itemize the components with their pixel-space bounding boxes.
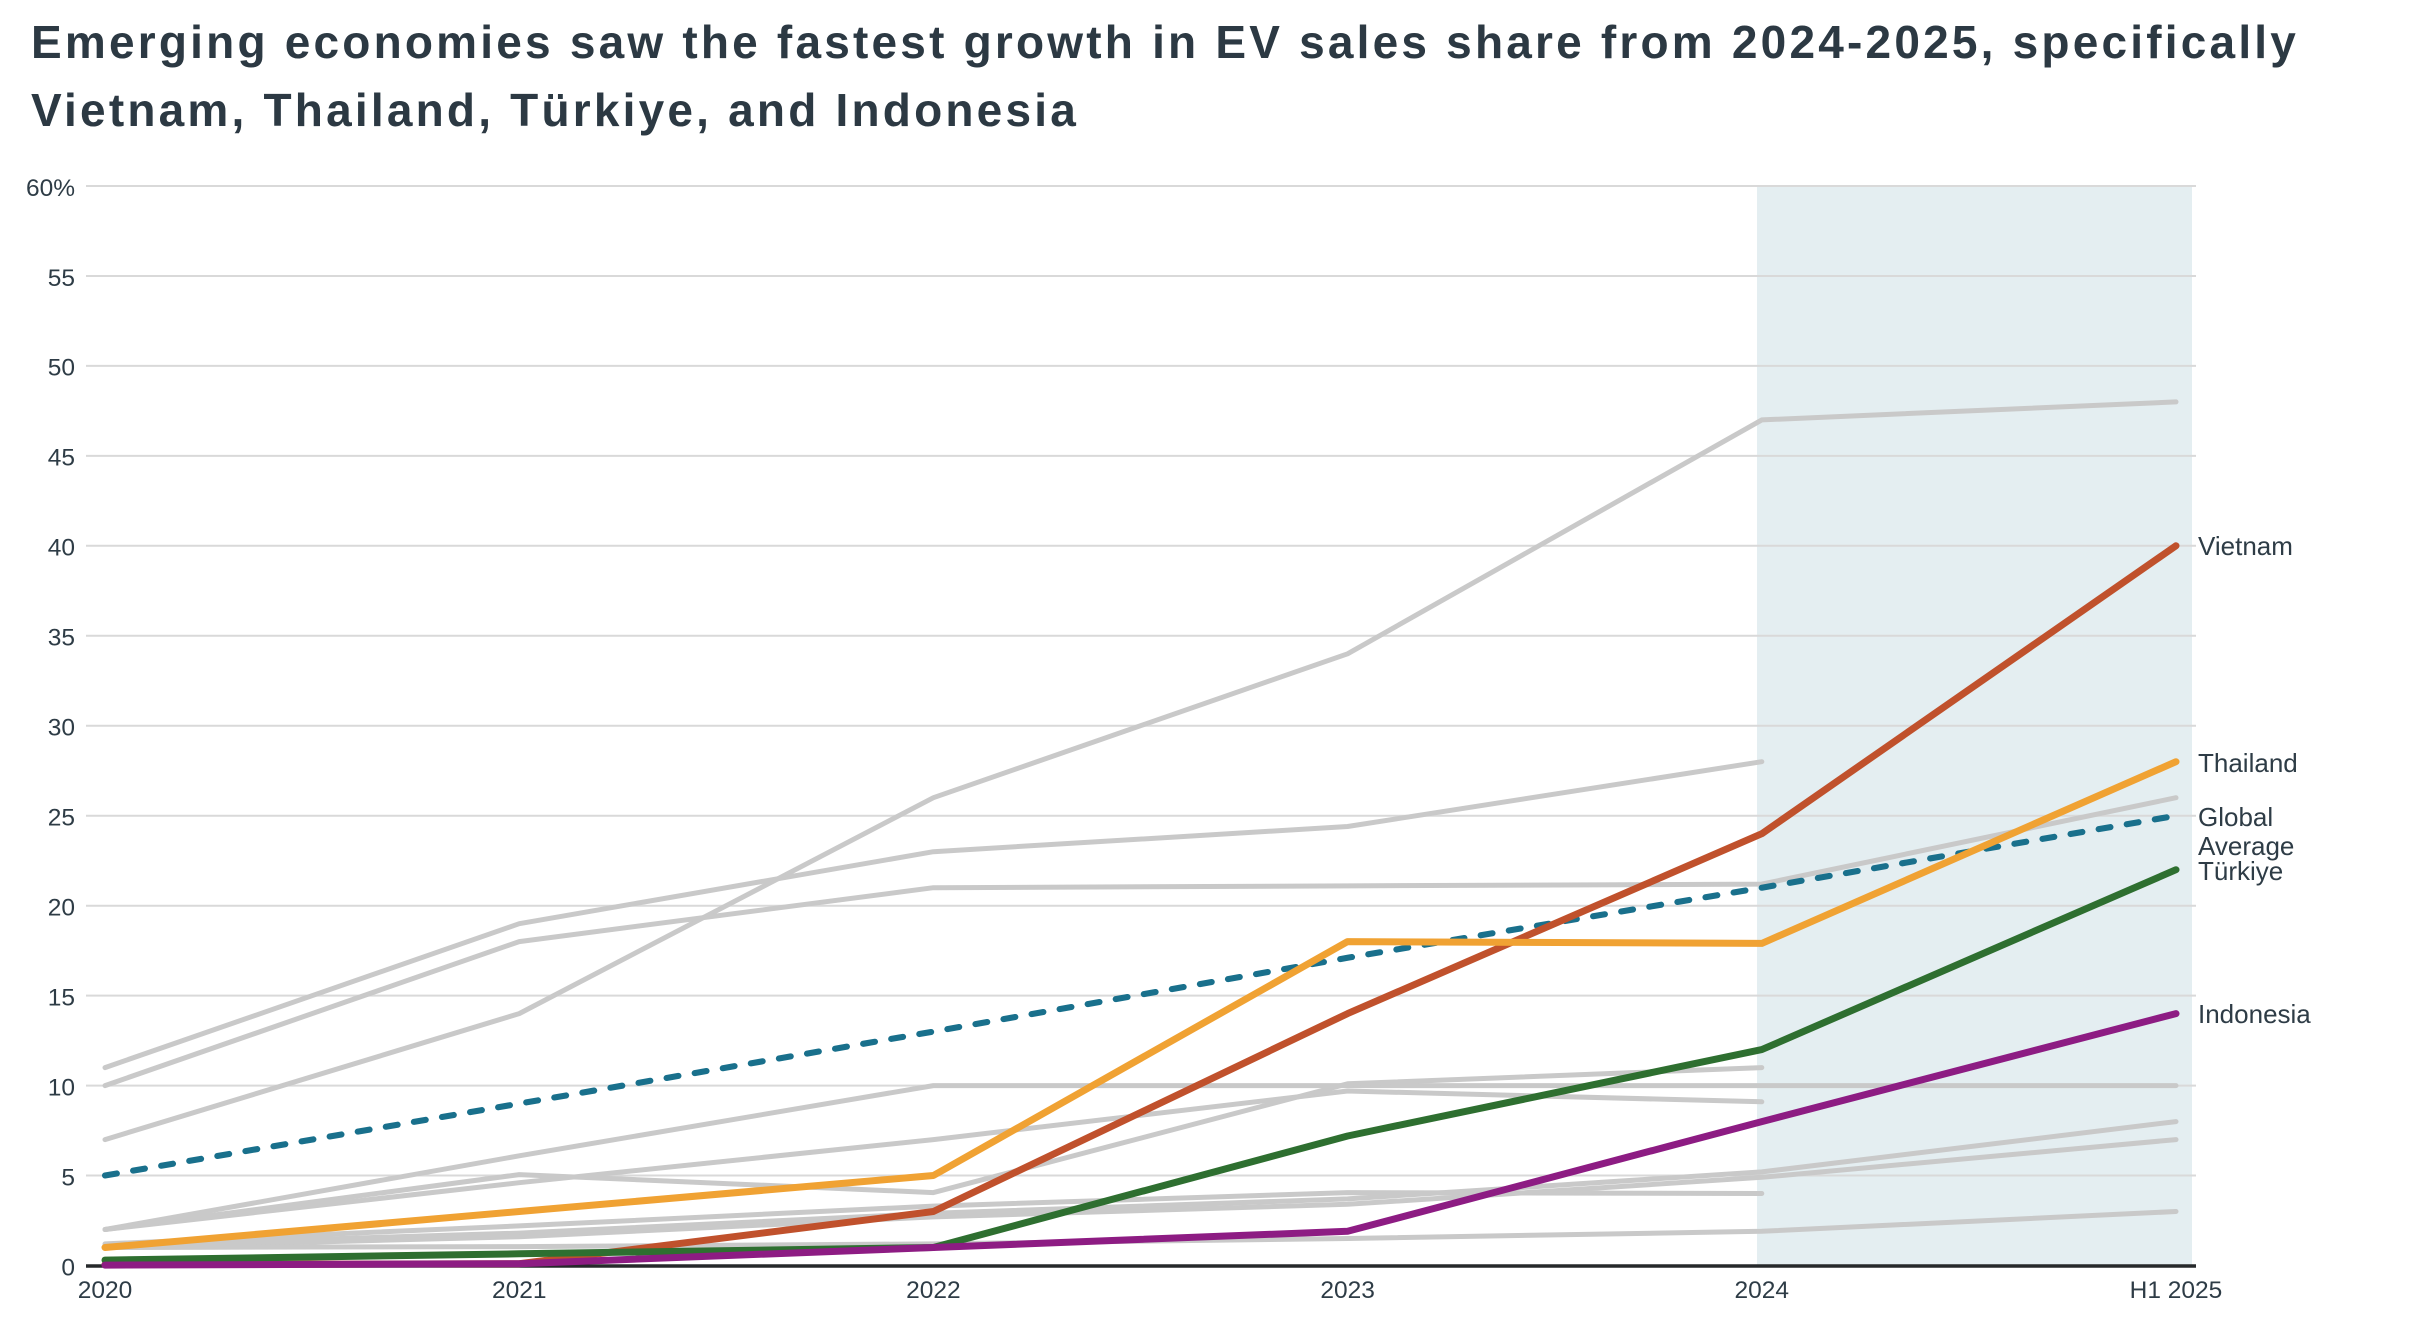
svg-text:2020: 2020 bbox=[78, 1277, 133, 1304]
svg-text:25: 25 bbox=[48, 805, 75, 832]
svg-text:45: 45 bbox=[48, 445, 75, 472]
svg-text:Vietnam: Vietnam bbox=[2198, 531, 2293, 561]
svg-text:2023: 2023 bbox=[1320, 1277, 1375, 1304]
svg-text:H1 2025: H1 2025 bbox=[2130, 1277, 2223, 1304]
svg-text:30: 30 bbox=[48, 715, 75, 742]
svg-text:2022: 2022 bbox=[906, 1277, 961, 1304]
svg-text:50: 50 bbox=[48, 355, 75, 382]
svg-text:20: 20 bbox=[48, 895, 75, 922]
svg-text:15: 15 bbox=[48, 984, 75, 1011]
svg-text:2021: 2021 bbox=[492, 1277, 547, 1304]
svg-text:Thailand: Thailand bbox=[2198, 748, 2298, 778]
svg-text:Indonesia: Indonesia bbox=[2198, 999, 2311, 1029]
svg-text:5: 5 bbox=[61, 1164, 75, 1191]
svg-text:10: 10 bbox=[48, 1074, 75, 1101]
svg-text:60%: 60% bbox=[26, 175, 75, 202]
svg-text:Average: Average bbox=[2198, 831, 2294, 861]
svg-text:55: 55 bbox=[48, 265, 75, 292]
svg-text:Türkiye: Türkiye bbox=[2198, 856, 2283, 886]
svg-text:0: 0 bbox=[61, 1254, 75, 1281]
svg-text:40: 40 bbox=[48, 535, 75, 562]
svg-text:35: 35 bbox=[48, 625, 75, 652]
svg-text:Global: Global bbox=[2198, 802, 2273, 832]
svg-text:2024: 2024 bbox=[1735, 1277, 1790, 1304]
